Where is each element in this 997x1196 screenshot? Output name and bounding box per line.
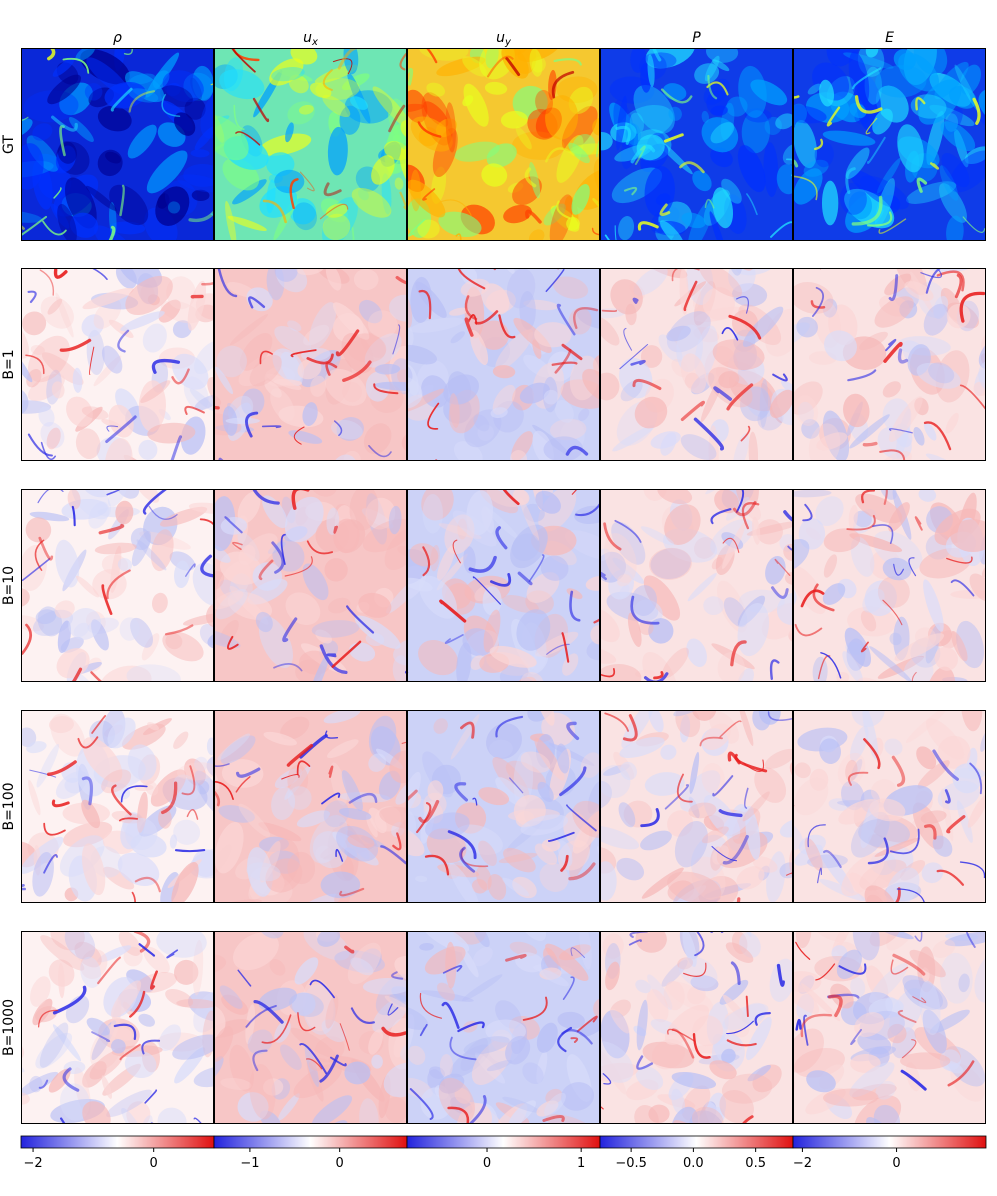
panel-b1-uy (407, 268, 600, 461)
colorbar-E: −2 0 (792, 1135, 987, 1171)
panel-gt-E (793, 48, 986, 241)
panel-gt-uy (407, 48, 600, 241)
colorbar-tick-label: −2 (23, 1156, 42, 1171)
colorbar-tick-label: 0.0 (683, 1156, 704, 1171)
row-label-b10: B=10 (1, 566, 17, 605)
colorbar-tick-label: 0 (336, 1156, 344, 1171)
colorbar-ux: −1 0 (213, 1135, 408, 1171)
colorbars: −2 0 −1 0 0 1 −0.5 0.0 0.5 −2 0 (20, 1135, 987, 1171)
panel-b10-ux (214, 489, 407, 682)
panel-gt-P (600, 48, 793, 241)
column-title-P: P (692, 30, 701, 46)
colorbar-tick-label: −0.5 (615, 1156, 647, 1171)
colorbar-tick-label: 0 (892, 1156, 900, 1171)
panel-b10-P (600, 489, 793, 682)
column-titles: ρ ux uy P E (113, 30, 894, 48)
panel-b100-ux (214, 710, 407, 903)
colorbar-rho: −2 0 (20, 1135, 215, 1171)
panel-b100-uy (407, 710, 600, 903)
panel-b1-E (793, 268, 986, 461)
panel-b1-P (600, 268, 793, 461)
row-label-gt: GT (1, 135, 17, 154)
panel-b100-P (600, 710, 793, 903)
colorbar-tick-label: −2 (793, 1156, 812, 1171)
panel-b1000-rho (21, 931, 214, 1124)
row-labels: GT B=1 B=10 B=100 B=1000 (1, 135, 17, 1056)
colorbar-tick-label: 0.5 (745, 1156, 766, 1171)
panel-b1000-uy (407, 931, 600, 1124)
panel-b10-uy (407, 489, 600, 682)
row-label-b1000: B=1000 (1, 999, 17, 1056)
panel-b1000-P (600, 931, 793, 1124)
panel-b1-ux (214, 268, 407, 461)
panel-b10-E (793, 489, 986, 682)
column-title-E: E (885, 30, 894, 46)
column-title-uy: uy (496, 30, 512, 48)
panel-b100-E (793, 710, 986, 903)
colorbar-tick-label: −1 (240, 1156, 259, 1171)
column-title-ux: ux (303, 30, 318, 48)
colorbar-tick-label: 0 (483, 1156, 491, 1171)
column-title-rho: ρ (113, 30, 122, 46)
colorbar-P: −0.5 0.0 0.5 (599, 1135, 794, 1171)
row-label-b1: B=1 (1, 349, 17, 379)
panel-gt-rho (21, 48, 214, 241)
panel-b1000-E (793, 931, 986, 1124)
colorbar-tick-label: 1 (577, 1156, 585, 1171)
row-label-b100: B=100 (1, 782, 17, 830)
panel-b100-rho (21, 710, 214, 903)
panel-b1000-ux (214, 931, 407, 1124)
panel-b10-rho (21, 489, 214, 682)
colorbar-tick-label: 0 (150, 1156, 158, 1171)
panel-gt-ux (214, 48, 407, 241)
panel-b1-rho (21, 268, 214, 461)
